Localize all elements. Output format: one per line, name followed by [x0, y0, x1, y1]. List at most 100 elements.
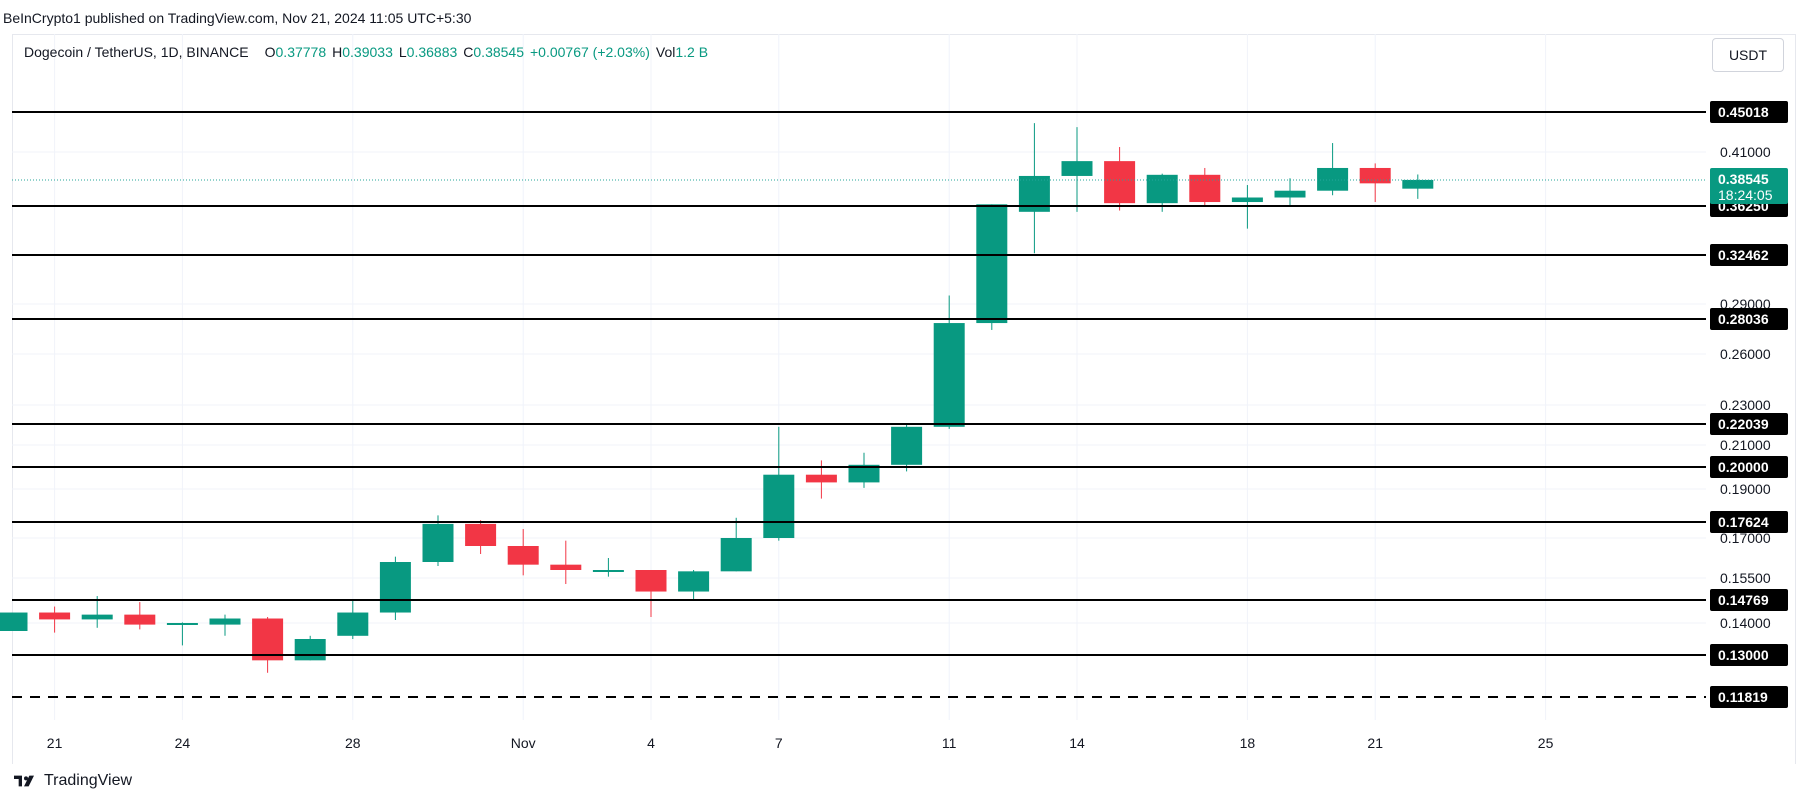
level-tag-label: 0.17624: [1718, 514, 1769, 530]
y-tick-label: 0.14000: [1720, 615, 1771, 631]
level-price-tag: 0.28036: [1710, 308, 1788, 330]
candle-body: [550, 564, 582, 570]
candle: [550, 540, 582, 585]
candle: [1018, 123, 1050, 254]
candle: [465, 520, 497, 554]
currency-button[interactable]: USDT: [1712, 38, 1784, 72]
candle: [1274, 178, 1306, 206]
level-tag-label: 0.22039: [1718, 416, 1769, 432]
candle: [81, 596, 113, 628]
level-tag-bg: [1710, 101, 1788, 123]
level-tag-label: 0.32462: [1718, 247, 1769, 263]
chart-frame: [12, 34, 1796, 764]
candle: [848, 452, 880, 488]
candle: [1359, 163, 1391, 203]
candle-body: [720, 538, 752, 572]
x-tick-label: 7: [775, 735, 783, 751]
x-tick-label: 28: [345, 735, 361, 751]
level-tag-bg: [1710, 686, 1788, 708]
current-price-label: 0.38545: [1718, 171, 1769, 187]
level-tag-bg: [1710, 589, 1788, 611]
candle-body: [81, 614, 113, 620]
level-price-tag: 0.45018: [1710, 101, 1788, 123]
y-tick-label: 0.21000: [1720, 437, 1771, 453]
y-tick-label: 0.26000: [1720, 346, 1771, 362]
y-tick-label: 0.41000: [1720, 144, 1771, 160]
candle: [166, 622, 198, 646]
candle-body: [379, 562, 411, 613]
legend-symbol[interactable]: Dogecoin / TetherUS, 1D, BINANCE: [24, 44, 249, 60]
candle-body: [507, 546, 539, 565]
level-tag-label: 0.20000: [1718, 459, 1769, 475]
candle: [1061, 127, 1093, 212]
candle-body: [592, 570, 624, 572]
axes: 0.410000.290000.260000.230000.210000.190…: [47, 101, 1788, 751]
candle-body: [209, 618, 241, 625]
grid: [12, 34, 1706, 720]
level-price-tag: 0.32462: [1710, 244, 1788, 266]
candle-body: [1061, 161, 1093, 176]
candle: [0, 612, 28, 631]
x-tick-label: 21: [1367, 735, 1383, 751]
legend-open: 0.37778: [275, 44, 327, 60]
candle: [1189, 167, 1221, 207]
level-tag-bg: [1710, 308, 1788, 330]
legend-low: 0.36883: [406, 44, 458, 60]
y-tick-label: 0.17000: [1720, 530, 1771, 546]
candle: [1104, 147, 1136, 211]
level-tag-bg: [1710, 456, 1788, 478]
candle-body: [1189, 174, 1221, 203]
candle-body: [1317, 167, 1349, 191]
candle-body: [1274, 190, 1306, 198]
level-tag-label: 0.45018: [1718, 104, 1769, 120]
level-tag-bg: [1710, 244, 1788, 266]
candle: [507, 529, 539, 576]
level-price-tag: 0.20000: [1710, 456, 1788, 478]
candle: [422, 515, 454, 566]
candle-body: [933, 323, 965, 427]
x-tick-label: 24: [175, 735, 191, 751]
level-tag-label: 0.13000: [1718, 647, 1769, 663]
candle: [678, 570, 710, 600]
level-tag-bg: [1710, 644, 1788, 666]
legend-low-key: L: [398, 44, 407, 60]
candles: [0, 123, 1434, 673]
tradingview-logo-icon: [14, 775, 34, 787]
candle-body: [337, 612, 369, 636]
x-tick-label: 4: [647, 735, 655, 751]
publisher-line: BeInCrypto1 published on TradingView.com…: [3, 10, 472, 26]
candle-body: [1402, 179, 1434, 189]
legend-high-key: H: [332, 44, 343, 60]
level-price-tag: 0.22039: [1710, 413, 1788, 435]
legend-vol: 1.2 B: [675, 44, 709, 60]
legend-high: 0.39033: [342, 44, 393, 60]
y-tick-label: 0.19000: [1720, 481, 1771, 497]
ohlc-legend: Dogecoin / TetherUS, 1D, BINANCE O 0.3777…: [24, 44, 708, 60]
candle-body: [1104, 161, 1136, 204]
countdown-label: 18:24:05: [1718, 187, 1773, 203]
current-price-tag-bg: [1710, 168, 1788, 204]
candle-body: [1359, 167, 1391, 184]
legend-vol-key: Vol: [655, 44, 676, 60]
candle: [1402, 174, 1434, 199]
level-tag-label: 0.28036: [1718, 311, 1769, 327]
legend-change: +0.00767 (+2.03%): [530, 44, 650, 60]
candle: [976, 204, 1008, 330]
candle: [379, 556, 411, 621]
candle-body: [252, 618, 284, 661]
candle: [39, 606, 71, 633]
y-tick-label: 0.15500: [1720, 570, 1771, 586]
legend-open-key: O: [264, 44, 276, 60]
candle-body: [891, 426, 923, 465]
level-price-tag: 0.17624: [1710, 511, 1788, 533]
x-tick-label: 18: [1240, 735, 1256, 751]
tradingview-brand[interactable]: TradingView: [14, 772, 132, 790]
level-tag-bg: [1710, 413, 1788, 435]
candle-body: [166, 623, 198, 625]
candle-body: [848, 464, 880, 483]
candle: [592, 558, 624, 577]
candle-body: [465, 523, 497, 546]
brand-name: TradingView: [44, 772, 133, 789]
